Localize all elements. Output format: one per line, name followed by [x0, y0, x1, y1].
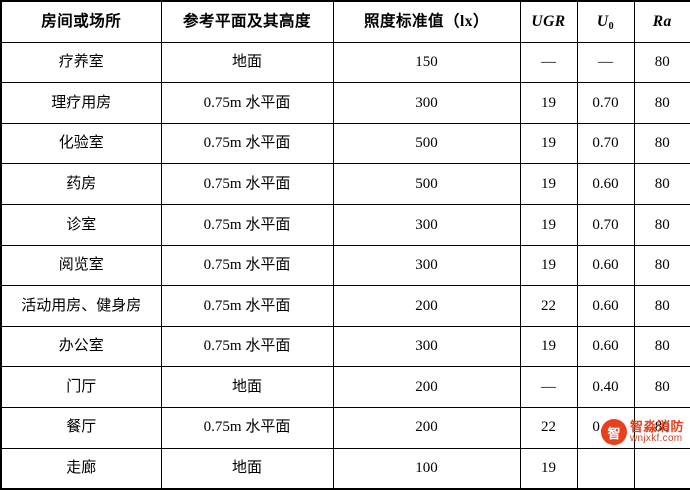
cell-ugr: 19 [519, 244, 578, 287]
cell-ra: 80 [633, 203, 690, 246]
cell-ra: 80 [633, 163, 690, 205]
cell-lux: 200 [332, 366, 521, 408]
cell-lux: 300 [332, 203, 521, 246]
cell-u0: 0.60 [576, 285, 635, 327]
table-row: 药房 0.75m 水平面 500 19 0.60 80 [0, 163, 690, 205]
cell-ugr: 22 [519, 406, 578, 449]
cell-ugr: 22 [519, 285, 578, 327]
table-row: 餐厅 0.75m 水平面 200 22 0.60 80 [0, 406, 690, 449]
table-row: 诊室 0.75m 水平面 300 19 0.70 80 [0, 203, 690, 246]
table-row: 理疗用房 0.75m 水平面 300 19 0.70 80 [0, 82, 690, 124]
cell-ra [633, 447, 690, 490]
header-u0-letter: U [596, 13, 609, 31]
cell-u0: — [576, 41, 635, 84]
cell-plane: 0.75m 水平面 [160, 325, 334, 368]
cell-room: 诊室 [0, 203, 162, 246]
cell-plane: 0.75m 水平面 [160, 122, 334, 165]
cell-ugr: 19 [519, 447, 578, 490]
cell-room: 理疗用房 [0, 82, 162, 124]
cell-ugr: 19 [519, 82, 578, 124]
table-header-row: 房间或场所 参考平面及其高度 照度标准值（lx） UGR U0 Ra [0, 0, 690, 43]
header-illuminance: 照度标准值（lx） [332, 0, 521, 43]
cell-lux: 500 [332, 122, 521, 165]
cell-room: 化验室 [0, 122, 162, 165]
cell-room: 阅览室 [0, 244, 162, 287]
header-u0-subscript: 0 [608, 21, 615, 33]
cell-room: 疗养室 [0, 41, 162, 84]
cell-room: 活动用房、健身房 [0, 285, 162, 327]
table-row: 疗养室 地面 150 — — 80 [0, 41, 690, 84]
table-row: 阅览室 0.75m 水平面 300 19 0.60 80 [0, 244, 690, 287]
cell-lux: 200 [332, 406, 521, 449]
cell-u0: 0.60 [576, 244, 635, 287]
header-room: 房间或场所 [0, 0, 162, 43]
table-row: 办公室 0.75m 水平面 300 19 0.60 80 [0, 325, 690, 368]
cell-plane: 0.75m 水平面 [160, 285, 334, 327]
header-reference-plane: 参考平面及其高度 [160, 0, 334, 43]
cell-u0: 0.60 [576, 406, 635, 449]
cell-u0 [576, 447, 635, 490]
cell-u0: 0.70 [576, 122, 635, 165]
cell-lux: 300 [332, 325, 521, 368]
header-ugr: UGR [519, 0, 578, 43]
cell-ugr: 19 [519, 203, 578, 246]
cell-ra: 80 [633, 406, 690, 449]
cell-u0: 0.40 [576, 366, 635, 408]
table-row: 活动用房、健身房 0.75m 水平面 200 22 0.60 80 [0, 285, 690, 327]
cell-ra: 80 [633, 285, 690, 327]
cell-ra: 80 [633, 366, 690, 408]
cell-ugr: — [519, 41, 578, 84]
header-ra: Ra [633, 0, 690, 43]
cell-room: 餐厅 [0, 406, 162, 449]
cell-ra: 80 [633, 41, 690, 84]
cell-room: 办公室 [0, 325, 162, 368]
cell-ugr: 19 [519, 163, 578, 205]
cell-plane: 0.75m 水平面 [160, 82, 334, 124]
cell-plane: 0.75m 水平面 [160, 406, 334, 449]
table-row: 走廊 地面 100 19 [0, 447, 690, 490]
cell-u0: 0.70 [576, 203, 635, 246]
cell-ra: 80 [633, 122, 690, 165]
cell-room: 走廊 [0, 447, 162, 490]
cell-ugr: 19 [519, 122, 578, 165]
cell-lux: 100 [332, 447, 521, 490]
cell-room: 门厅 [0, 366, 162, 408]
header-u0: U0 [576, 0, 635, 43]
cell-room: 药房 [0, 163, 162, 205]
cell-lux: 500 [332, 163, 521, 205]
cell-u0: 0.60 [576, 325, 635, 368]
cell-u0: 0.60 [576, 163, 635, 205]
cell-lux: 300 [332, 82, 521, 124]
cell-lux: 200 [332, 285, 521, 327]
cell-plane: 0.75m 水平面 [160, 203, 334, 246]
cell-ra: 80 [633, 325, 690, 368]
cell-ra: 80 [633, 244, 690, 287]
cell-plane: 地面 [160, 366, 334, 408]
table-row: 化验室 0.75m 水平面 500 19 0.70 80 [0, 122, 690, 165]
cell-plane: 地面 [160, 447, 334, 490]
cell-u0: 0.70 [576, 82, 635, 124]
table-row: 门厅 地面 200 — 0.40 80 [0, 366, 690, 408]
cell-lux: 300 [332, 244, 521, 287]
cell-plane: 地面 [160, 41, 334, 84]
cell-ugr: — [519, 366, 578, 408]
cell-ra: 80 [633, 82, 690, 124]
cell-lux: 150 [332, 41, 521, 84]
cell-plane: 0.75m 水平面 [160, 163, 334, 205]
cell-plane: 0.75m 水平面 [160, 244, 334, 287]
cell-ugr: 19 [519, 325, 578, 368]
